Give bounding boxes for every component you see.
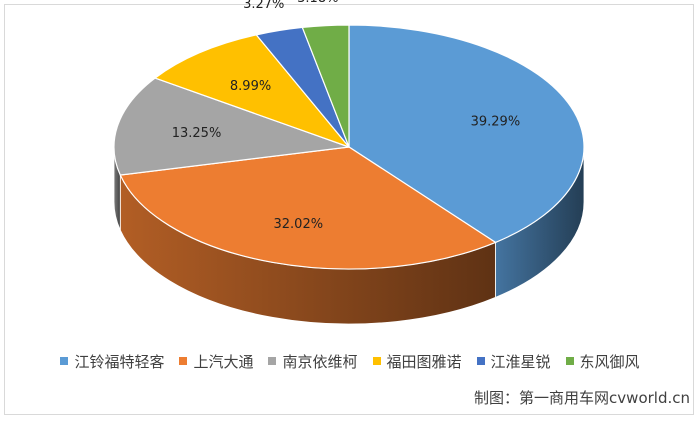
legend-item-iveco: 南京依维柯	[268, 351, 358, 372]
legend-item-saic-maxus: 上汽大通	[179, 351, 253, 372]
legend-item-foton: 福田图雅诺	[372, 351, 462, 372]
legend-label: 福田图雅诺	[386, 352, 462, 371]
legend-label: 东风御风	[579, 352, 640, 371]
legend-swatch	[268, 357, 277, 365]
legend-swatch	[179, 357, 188, 365]
slice-jmc	[348, 24, 585, 244]
slice-label-jmc: 39.29%	[471, 114, 521, 129]
pie-slices	[113, 24, 585, 270]
legend-item-jac: 江淮星锐	[476, 351, 551, 372]
slice-label-iveco: 13.25%	[172, 126, 222, 141]
slice-label-saic-maxus: 32.02%	[274, 217, 324, 232]
slice-label-foton: 8.99%	[230, 79, 271, 94]
legend-swatch	[372, 357, 381, 365]
legend-item-jmc: 江铃福特轻客	[60, 351, 164, 372]
chart-credit: 制图：第一商用车网cvworld.cn	[474, 389, 690, 407]
legend-label: 南京依维柯	[282, 352, 358, 371]
legend-label: 上汽大通	[193, 352, 254, 371]
pie-labels: 39.29% 32.02% 13.25% 8.99% 3.27% 3.18%	[172, 0, 520, 232]
pie-chart: 39.29% 32.02% 13.25% 8.99% 3.27% 3.18%	[113, 0, 585, 325]
slice-foton	[153, 34, 351, 149]
slice-saic-maxus	[119, 146, 497, 270]
legend-swatch	[565, 357, 574, 365]
legend: 江铃福特轻客 上汽大通 南京依维柯 福田图雅诺 江淮星锐 东风御风	[0, 350, 700, 372]
legend-item-dongfeng: 东风御风	[565, 351, 640, 372]
slice-iveco	[113, 77, 350, 176]
legend-swatch	[60, 357, 69, 365]
slice-label-dongfeng: 3.18%	[297, 0, 338, 6]
legend-label: 江淮星锐	[490, 352, 551, 371]
legend-swatch	[476, 357, 485, 365]
legend-label: 江铃福特轻客	[74, 352, 165, 371]
slice-label-jac: 3.27%	[243, 0, 284, 12]
slice-dongfeng	[301, 24, 350, 148]
